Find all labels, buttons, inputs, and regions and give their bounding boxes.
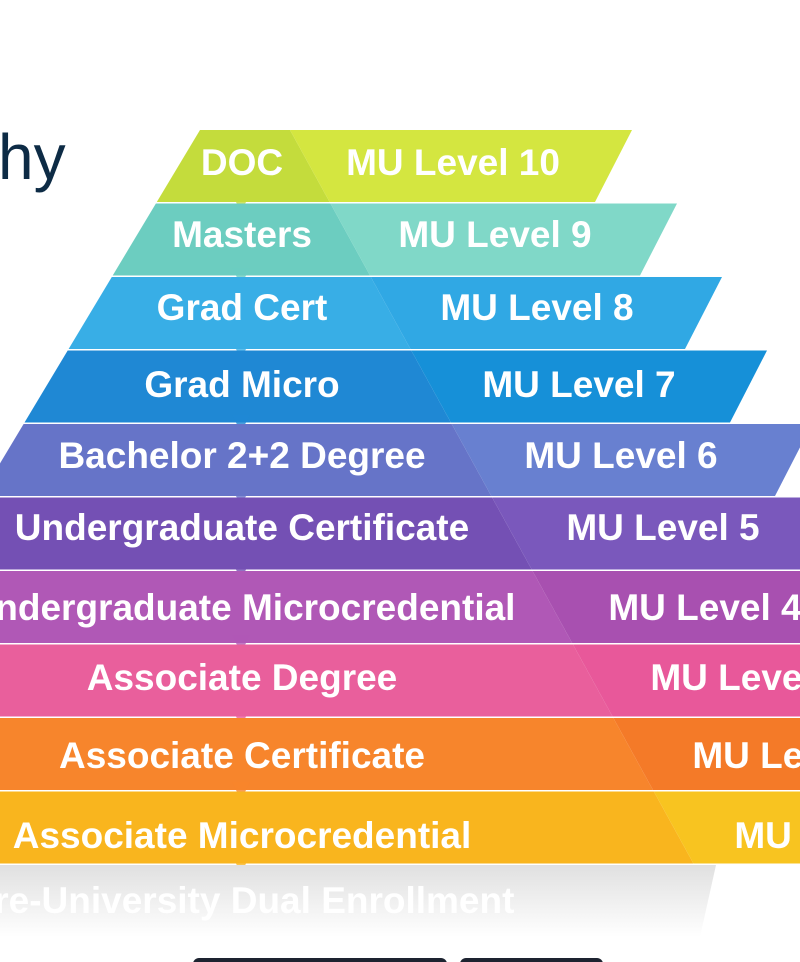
tier-label: Grad Micro [144,364,339,405]
notch [232,267,250,286]
tier-label: Associate Certificate [59,735,425,776]
right-tier [290,130,632,202]
tier-label: Pre-University Dual Enrollment [0,880,514,921]
notch [232,855,250,874]
right-tier [653,791,800,864]
tier-label: Bachelor 2+2 Degree [58,435,425,476]
level-label: MU Level 1 [734,815,800,856]
level-label: MU Level 8 [440,287,633,328]
level-label: MU Level 2 [692,735,800,776]
pyramid-rows: DOC MU Level 10 Masters MU Level 9 Grad Cert… [0,130,800,937]
left-tier [0,791,694,864]
tier-label: Masters [172,214,312,255]
tier-label: Associate Degree [87,657,398,698]
tier-label: DOC [201,142,283,183]
level-label: MU Level 9 [398,214,591,255]
notch [232,414,250,433]
level-label: MU Level 5 [566,507,759,548]
tier-label: Associate Microcredential [13,815,472,856]
right-tier [451,424,800,496]
left-tier [0,571,573,643]
right-tier [613,718,800,790]
tier-label: Undergraduate Microcredential [0,587,515,628]
level-label: MU Level 7 [482,364,675,405]
notch [232,561,250,580]
left-tier [0,718,653,790]
right-tier [492,497,800,570]
level-label: MU Level 4 [608,587,800,628]
notch [232,782,250,800]
left-tier [0,497,532,570]
right-tier [411,350,767,423]
notch [232,635,250,653]
notch [232,488,250,506]
title: hy [0,121,66,193]
level-label: MU Level 3 [650,657,800,698]
notch [232,194,250,212]
left-tier [0,644,613,717]
left-tier [0,424,492,496]
right-tier [370,277,722,349]
left-tier [68,277,411,349]
pyramid-base [0,865,716,937]
left-tier [24,350,451,423]
right-tier [572,644,800,717]
tier-label: Undergraduate Certificate [15,507,469,548]
right-tier [532,571,800,643]
button[interactable] [460,958,603,962]
button[interactable] [193,958,447,962]
left-tier [112,203,371,276]
level-label: MU Level 6 [524,435,717,476]
notch [232,708,250,727]
notch [232,341,250,359]
right-tier [330,203,677,276]
tier-label: Grad Cert [157,287,328,328]
level-label: MU Level 10 [346,142,560,183]
left-tier [156,130,330,202]
